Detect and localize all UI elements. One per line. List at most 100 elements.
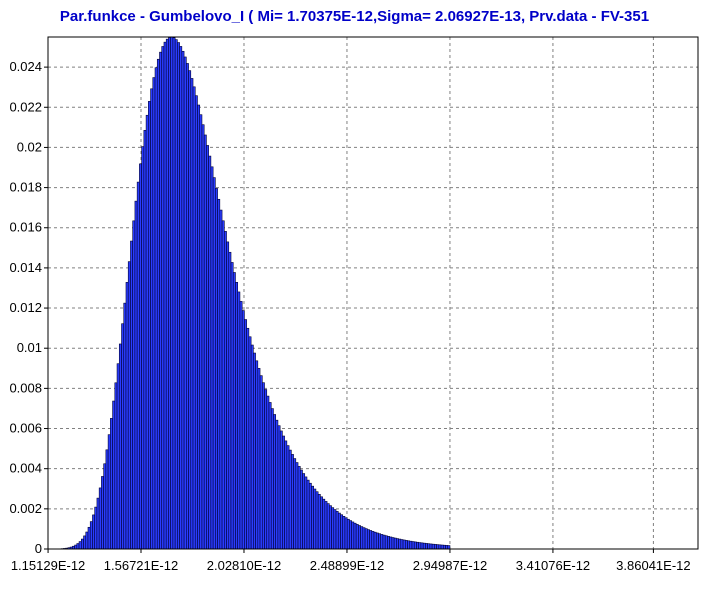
histogram-bar [139, 163, 142, 550]
histogram-bar [80, 538, 84, 550]
histogram-bar [107, 434, 111, 550]
histogram-bar [188, 70, 192, 550]
histogram-bar [232, 272, 236, 550]
histogram-bar [98, 487, 102, 550]
histogram-bar [351, 521, 355, 550]
histogram-bar [337, 512, 341, 550]
histogram-bar [130, 240, 133, 550]
x-tick-label: 1.15129E-12 [11, 558, 85, 573]
histogram-bar [324, 501, 328, 550]
y-tick-label: 0 [35, 541, 42, 556]
y-tick-label: 0.006 [9, 421, 42, 436]
grid-lines [48, 37, 698, 549]
histogram-bar [308, 482, 312, 550]
histogram-bar [87, 526, 91, 550]
histogram-bar [264, 389, 268, 550]
histogram-bar [378, 533, 382, 550]
histogram-bar [322, 498, 326, 550]
histogram-bar [342, 516, 346, 550]
histogram-bar [387, 536, 390, 550]
histogram-bar [413, 541, 417, 550]
histogram-bar [125, 282, 129, 550]
histogram-bar [94, 506, 98, 550]
histogram-bar [215, 188, 218, 550]
histogram-bar [416, 541, 419, 550]
histogram-bar [436, 544, 440, 550]
histogram-bar [194, 95, 198, 550]
histogram-bar [331, 507, 335, 550]
x-tick-label: 2.02810E-12 [207, 558, 281, 573]
histogram-bar [400, 539, 404, 550]
histogram-bar [447, 545, 451, 550]
histogram-bar [237, 291, 241, 550]
histogram-bar [163, 41, 167, 550]
histogram-bar [101, 476, 104, 550]
histogram-bar [282, 435, 285, 550]
histogram-bar [226, 241, 230, 550]
histogram-bar [375, 532, 379, 550]
histogram-bar [279, 430, 283, 550]
histogram-bar [360, 526, 364, 550]
histogram-bar [340, 514, 344, 550]
histogram-bar [304, 476, 308, 550]
histogram-bar [183, 56, 187, 550]
histogram-bar [199, 114, 203, 550]
histogram-bar [197, 104, 201, 550]
histogram-bar [353, 522, 357, 550]
histogram-bar [277, 425, 281, 550]
histogram-bar [422, 542, 426, 550]
histogram-bar [172, 37, 176, 550]
histogram-bar [268, 402, 272, 550]
histogram-bar [85, 531, 89, 550]
histogram-bar [320, 496, 323, 550]
plot-frame [47, 36, 699, 550]
histogram-bar [221, 220, 225, 550]
histogram-bars [60, 36, 451, 550]
histogram-bar [143, 130, 147, 550]
histogram-bar [181, 50, 185, 550]
histogram-bar [159, 51, 163, 550]
histogram-bar [103, 463, 107, 550]
histogram-bar [154, 67, 158, 550]
histogram-bar [212, 177, 216, 550]
histogram-bar [78, 541, 82, 550]
histogram-bar [121, 323, 125, 550]
y-tick-label: 0.02 [17, 139, 42, 154]
histogram-bar [382, 534, 386, 550]
histogram-bar [244, 319, 247, 550]
histogram-bar [174, 39, 178, 550]
histogram-bar [367, 529, 370, 550]
histogram-bar [445, 545, 449, 550]
histogram-bar [150, 88, 154, 550]
histogram-bar [398, 538, 402, 550]
histogram-bar [105, 449, 109, 550]
plot-axes [44, 36, 699, 553]
histogram-bar [371, 531, 375, 550]
histogram-bar [206, 145, 209, 550]
x-tick-label: 3.41076E-12 [516, 558, 590, 573]
histogram-bar [420, 542, 424, 550]
histogram-bar [112, 400, 116, 550]
histogram-bar [228, 251, 232, 550]
histogram-bar [297, 466, 301, 550]
histogram-bar [404, 540, 408, 550]
x-tick-label: 1.56721E-12 [104, 558, 178, 573]
y-tick-label: 0.022 [9, 99, 42, 114]
chart-title: Par.funkce - Gumbelovo_I ( Mi= 1.70375E-… [59, 8, 650, 25]
histogram-bar [326, 503, 330, 550]
y-tick-label: 0.012 [9, 300, 42, 315]
histogram-bar [362, 527, 366, 550]
histogram-bar [161, 46, 165, 550]
tick-labels: 0 0.002 0.004 0.006 0.008 0.01 0.012 0.014 0.016… [9, 59, 690, 573]
histogram-bar [302, 473, 306, 550]
histogram-bar [313, 488, 317, 550]
histogram-bar [235, 282, 239, 550]
y-tick-label: 0.024 [9, 59, 42, 74]
histogram-bar [116, 363, 120, 550]
histogram-bar [431, 543, 435, 550]
histogram-bar [241, 310, 245, 550]
histogram-bar [210, 166, 214, 550]
histogram-bar [136, 181, 140, 550]
histogram-bar [246, 327, 250, 550]
